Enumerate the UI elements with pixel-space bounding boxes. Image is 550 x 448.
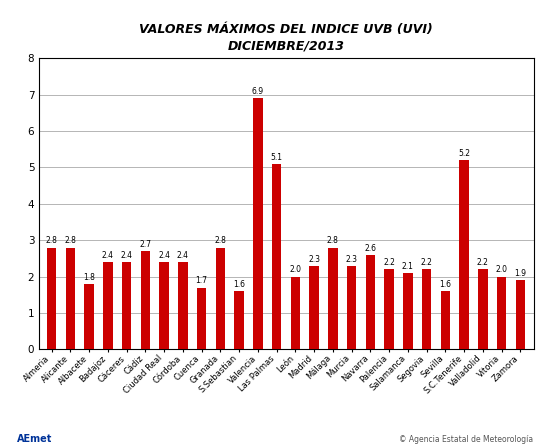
Bar bbox=[347, 266, 356, 349]
Bar bbox=[141, 251, 150, 349]
Bar bbox=[160, 262, 169, 349]
Text: 2.1: 2.1 bbox=[402, 262, 414, 271]
Text: 2.8: 2.8 bbox=[46, 237, 58, 246]
Bar bbox=[178, 262, 188, 349]
Text: 2.8: 2.8 bbox=[214, 237, 226, 246]
Text: 2.0: 2.0 bbox=[289, 266, 301, 275]
Text: 1.9: 1.9 bbox=[514, 269, 526, 278]
Text: 2.6: 2.6 bbox=[364, 244, 376, 253]
Text: 2.7: 2.7 bbox=[139, 240, 151, 249]
Bar bbox=[366, 255, 375, 349]
Bar bbox=[216, 247, 225, 349]
Bar bbox=[478, 269, 487, 349]
Bar bbox=[85, 284, 94, 349]
Text: 2.2: 2.2 bbox=[383, 258, 395, 267]
Bar bbox=[103, 262, 113, 349]
Bar bbox=[422, 269, 431, 349]
Text: 2.8: 2.8 bbox=[64, 237, 76, 246]
Bar bbox=[272, 164, 281, 349]
Text: 1.6: 1.6 bbox=[439, 280, 452, 289]
Bar bbox=[403, 273, 412, 349]
Bar bbox=[47, 247, 56, 349]
Text: 2.4: 2.4 bbox=[102, 251, 114, 260]
Bar bbox=[384, 269, 394, 349]
Title: VALORES MÁXIMOS DEL INDICE UVB (UVI)
DICIEMBRE/2013: VALORES MÁXIMOS DEL INDICE UVB (UVI) DIC… bbox=[139, 23, 433, 53]
Bar bbox=[197, 288, 206, 349]
Text: 5.1: 5.1 bbox=[271, 153, 283, 162]
Text: AEmet: AEmet bbox=[16, 434, 52, 444]
Text: 2.2: 2.2 bbox=[421, 258, 432, 267]
Text: 2.3: 2.3 bbox=[345, 254, 358, 263]
Text: 5.2: 5.2 bbox=[458, 149, 470, 158]
Text: 6.9: 6.9 bbox=[252, 87, 264, 96]
Bar bbox=[65, 247, 75, 349]
Text: 2.8: 2.8 bbox=[327, 237, 339, 246]
Bar bbox=[328, 247, 338, 349]
Text: 2.4: 2.4 bbox=[177, 251, 189, 260]
Text: © Agencia Estatal de Meteorología: © Agencia Estatal de Meteorología bbox=[399, 435, 534, 444]
Bar bbox=[122, 262, 131, 349]
Text: 2.4: 2.4 bbox=[120, 251, 133, 260]
Text: 2.4: 2.4 bbox=[158, 251, 170, 260]
Bar bbox=[459, 160, 469, 349]
Text: 2.0: 2.0 bbox=[496, 266, 508, 275]
Bar bbox=[291, 276, 300, 349]
Bar bbox=[516, 280, 525, 349]
Text: 2.2: 2.2 bbox=[477, 258, 489, 267]
Text: 1.7: 1.7 bbox=[196, 276, 208, 285]
Bar bbox=[310, 266, 319, 349]
Text: 1.8: 1.8 bbox=[83, 273, 95, 282]
Text: 1.6: 1.6 bbox=[233, 280, 245, 289]
Text: 2.3: 2.3 bbox=[308, 254, 320, 263]
Bar bbox=[497, 276, 507, 349]
Bar bbox=[234, 291, 244, 349]
Bar bbox=[441, 291, 450, 349]
Bar bbox=[253, 98, 262, 349]
